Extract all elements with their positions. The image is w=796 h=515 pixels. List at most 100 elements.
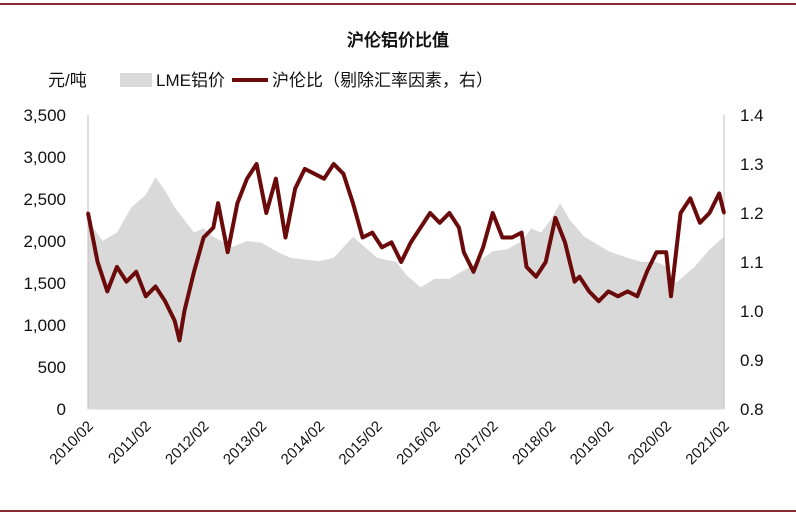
lme-price-area (88, 177, 724, 409)
bottom-rule (0, 510, 796, 512)
ratio-point (669, 294, 673, 298)
ratio-point (481, 245, 485, 249)
y-left-tick-label: 3,500 (23, 106, 66, 125)
x-tick-label: 2019/02 (567, 418, 617, 468)
x-tick-label: 2015/02 (336, 418, 386, 468)
y-left-tick-label: 1,500 (23, 274, 66, 293)
ratio-point (390, 240, 394, 244)
ratio-point (626, 289, 630, 293)
x-tick-label: 2014/02 (278, 418, 328, 468)
ratio-point (293, 187, 297, 190)
ratio-point (202, 236, 206, 239)
ratio-point (577, 275, 581, 279)
ratio-point (370, 231, 374, 235)
y-right-tick-label: 0.8 (740, 400, 764, 419)
top-rule (0, 3, 796, 5)
ratio-point (679, 211, 683, 215)
ratio-point (380, 245, 384, 249)
ratio-point (361, 236, 365, 239)
ratio-point (284, 236, 288, 239)
ratio-point (655, 250, 659, 254)
y-left-tick-label: 0 (57, 400, 66, 419)
ratio-point (105, 289, 109, 293)
ratio-point (520, 231, 524, 235)
ratio-point (115, 265, 119, 269)
ratio-point (616, 294, 620, 298)
legend-swatch-area (120, 73, 152, 87)
ratio-point (722, 211, 726, 215)
x-tick-label: 2020/02 (625, 418, 675, 468)
ratio-point (125, 280, 129, 284)
ratio-point (192, 270, 196, 274)
x-tick-label: 2017/02 (451, 418, 501, 468)
y-left-tick-label: 2,500 (23, 190, 66, 209)
ratio-point (153, 285, 157, 288)
ratio-point (409, 240, 413, 244)
ratio-point (264, 211, 268, 215)
y-right-tick-label: 1.2 (740, 204, 764, 223)
ratio-point (553, 216, 557, 220)
chart-title: 沪伦铝价比值 (347, 30, 449, 50)
ratio-point (86, 211, 90, 215)
ratio-point (163, 299, 167, 303)
ratio-point (573, 280, 577, 284)
ratio-point (688, 196, 692, 200)
ratio-point (491, 211, 495, 215)
ratio-point (635, 294, 639, 298)
y-right-tick-label: 1.0 (740, 302, 764, 321)
ratio-point (708, 211, 712, 215)
ratio-point (418, 226, 422, 230)
ratio-point (606, 289, 610, 293)
ratio-point (351, 201, 355, 205)
ratio-point (226, 250, 230, 254)
ratio-point (182, 309, 186, 313)
ratio-point (322, 177, 326, 181)
legend-label-line: 沪伦比（剔除汇率因素，右） (272, 71, 493, 90)
ratio-point (428, 211, 432, 215)
x-tick-label: 2011/02 (105, 418, 155, 468)
ratio-point (717, 191, 721, 195)
ratio-point (500, 236, 504, 239)
ratio-point (457, 226, 461, 230)
ratio-point (510, 236, 514, 239)
ratio-point (563, 240, 567, 244)
ratio-point (255, 162, 259, 166)
y-left-tick-label: 3,000 (23, 148, 66, 167)
ratio-point (235, 201, 239, 205)
ratio-point (178, 338, 182, 342)
y-left-unit: 元/吨 (48, 71, 87, 90)
ratio-point (274, 177, 278, 181)
x-tick-label: 2012/02 (162, 418, 212, 468)
ratio-point (341, 172, 345, 176)
ratio-point (534, 275, 538, 279)
ratio-point (245, 177, 249, 181)
y-right-tick-label: 0.9 (740, 351, 764, 370)
ratio-point (462, 250, 466, 254)
x-tick-label: 2016/02 (393, 418, 443, 468)
y-right-tick-label: 1.3 (740, 155, 764, 174)
ratio-point (544, 260, 548, 264)
ratio-point (96, 260, 100, 264)
ratio-point (312, 172, 316, 176)
legend-label-area: LME铝价 (156, 71, 225, 90)
ratio-point (216, 201, 220, 205)
ratio-point (134, 270, 138, 274)
ratio-point (438, 221, 442, 225)
ratio-point (303, 167, 307, 171)
y-left-tick-label: 500 (38, 358, 66, 377)
y-left-tick-label: 2,000 (23, 232, 66, 251)
ratio-point (447, 211, 451, 215)
x-tick-label: 2010/02 (46, 418, 96, 468)
ratio-point (471, 270, 475, 274)
ratio-point (399, 260, 403, 264)
ratio-point (597, 299, 601, 303)
ratio-point (645, 270, 649, 274)
x-tick-label: 2013/02 (220, 418, 270, 468)
ratio-point (587, 289, 591, 293)
ratio-point (524, 265, 528, 269)
ratio-point (698, 221, 702, 225)
ratio-point (664, 250, 668, 254)
y-right-tick-label: 1.4 (740, 106, 764, 125)
ratio-point (211, 226, 215, 230)
